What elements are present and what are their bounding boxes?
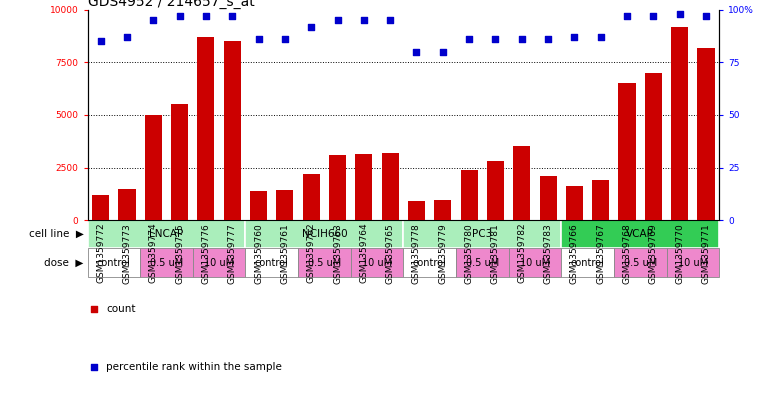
Bar <box>561 248 614 277</box>
Bar <box>276 189 294 220</box>
Bar <box>145 115 162 220</box>
Point <box>332 17 344 24</box>
Bar <box>193 248 245 277</box>
Point <box>410 49 422 55</box>
Bar <box>303 174 320 220</box>
Point <box>673 11 686 17</box>
Text: percentile rank within the sample: percentile rank within the sample <box>107 362 282 373</box>
Point <box>463 36 475 42</box>
Point <box>88 306 100 312</box>
Text: 0.5 uM: 0.5 uM <box>307 257 341 268</box>
Text: 0.5 uM: 0.5 uM <box>150 257 183 268</box>
Point <box>358 17 370 24</box>
Bar <box>224 41 240 220</box>
Bar <box>381 153 399 220</box>
Text: 10 uM: 10 uM <box>520 257 550 268</box>
Text: LNCAP: LNCAP <box>149 229 183 239</box>
Point <box>88 364 100 371</box>
Bar <box>697 48 715 220</box>
Bar <box>540 176 556 220</box>
Bar <box>487 161 504 220</box>
Bar <box>171 105 188 220</box>
Point <box>226 13 238 19</box>
Point <box>437 49 449 55</box>
Bar <box>355 154 372 220</box>
Bar <box>619 83 635 220</box>
Text: control: control <box>255 257 288 268</box>
Point <box>700 13 712 19</box>
Point <box>147 17 159 24</box>
Text: 0.5 uM: 0.5 uM <box>623 257 657 268</box>
Text: PC3: PC3 <box>472 229 492 239</box>
Point <box>253 36 265 42</box>
Point <box>516 36 528 42</box>
Point <box>568 34 581 40</box>
Bar <box>119 189 135 220</box>
Bar <box>298 248 351 277</box>
Point <box>542 36 554 42</box>
Text: dose  ▶: dose ▶ <box>44 257 84 268</box>
Bar <box>671 27 688 220</box>
Bar <box>88 248 140 277</box>
Point <box>94 38 107 44</box>
Bar <box>460 170 478 220</box>
Text: count: count <box>107 304 136 314</box>
Bar <box>645 73 662 220</box>
Bar <box>250 191 267 220</box>
Bar <box>351 248 403 277</box>
Bar <box>140 248 193 277</box>
Point <box>648 13 660 19</box>
Bar <box>329 155 346 220</box>
Text: 10 uM: 10 uM <box>678 257 708 268</box>
Bar <box>92 195 110 220</box>
Bar <box>403 220 561 248</box>
Text: control: control <box>571 257 604 268</box>
Point <box>279 36 291 42</box>
Point <box>489 36 501 42</box>
Point <box>121 34 133 40</box>
Point <box>384 17 396 24</box>
Text: NCIH660: NCIH660 <box>301 229 347 239</box>
Text: control: control <box>97 257 131 268</box>
Text: 10 uM: 10 uM <box>204 257 234 268</box>
Text: GDS4952 / 214657_s_at: GDS4952 / 214657_s_at <box>88 0 254 9</box>
Point <box>305 24 317 30</box>
Bar <box>245 220 403 248</box>
Bar <box>566 186 583 220</box>
Bar <box>88 220 245 248</box>
Bar <box>667 248 719 277</box>
Text: VCAP: VCAP <box>626 229 654 239</box>
Point <box>174 13 186 19</box>
Bar <box>561 220 719 248</box>
Bar <box>197 37 215 220</box>
Text: control: control <box>412 257 447 268</box>
Point <box>594 34 607 40</box>
Bar <box>592 180 610 220</box>
Bar <box>513 147 530 220</box>
Bar <box>614 248 667 277</box>
Bar <box>408 201 425 220</box>
Text: 0.5 uM: 0.5 uM <box>466 257 499 268</box>
Point <box>200 13 212 19</box>
Point <box>621 13 633 19</box>
Text: cell line  ▶: cell line ▶ <box>29 229 84 239</box>
Bar <box>245 248 298 277</box>
Bar <box>456 248 508 277</box>
Bar <box>508 248 561 277</box>
Text: 10 uM: 10 uM <box>362 257 392 268</box>
Bar <box>403 248 456 277</box>
Bar <box>435 200 451 220</box>
